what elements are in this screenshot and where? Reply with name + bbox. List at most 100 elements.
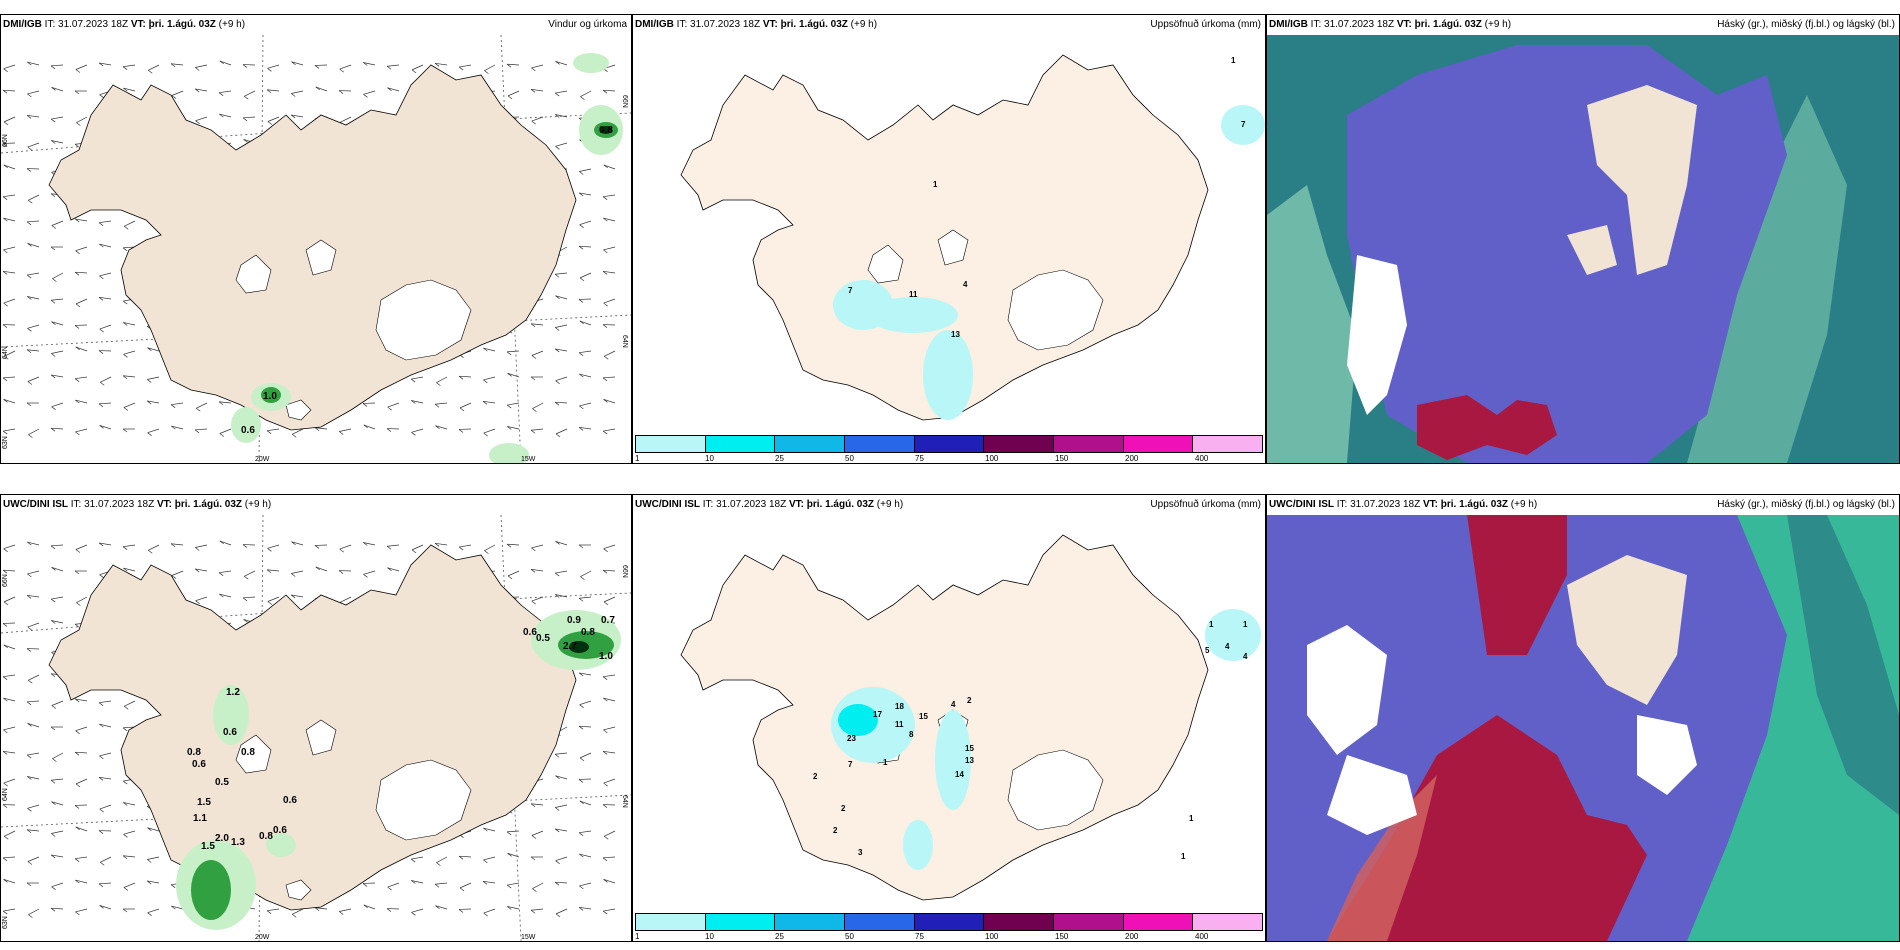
wind-barb — [436, 376, 448, 383]
wind-barb-flag — [2, 910, 8, 915]
wind-barb — [148, 544, 160, 551]
wind-barb — [27, 272, 40, 276]
wind-barb-flag — [147, 379, 152, 383]
wind-barb — [147, 880, 160, 884]
precip-label: 0.6 — [273, 825, 287, 836]
precip-label: 0.9 — [567, 615, 581, 626]
lat-label: 63N — [2, 436, 9, 449]
wind-barb-flag — [555, 380, 560, 384]
lon-label: 15W — [521, 456, 536, 463]
wind-barb-flag — [99, 723, 104, 728]
wind-barb-flag — [2, 271, 8, 275]
precip-label: 0.8 — [241, 747, 255, 758]
wind-barb — [3, 89, 16, 92]
colorbar-swatch — [845, 436, 915, 452]
wind-barb-flag — [507, 95, 513, 100]
wind-barb-flag — [579, 224, 584, 228]
wind-barb-flag — [603, 302, 608, 307]
init-time: IT: 31.07.2023 18Z — [1310, 19, 1395, 30]
colorbar-tick: 10 — [705, 454, 714, 463]
wind-barb — [531, 428, 544, 431]
wind-barb — [3, 856, 16, 859]
wind-barb — [75, 879, 88, 884]
wind-barb — [579, 426, 592, 430]
wind-barb-flag — [507, 853, 512, 857]
wind-barb-flag — [51, 567, 56, 571]
precip-label: 23 — [847, 734, 856, 743]
wind-barb — [99, 296, 112, 300]
wind-barb-flag — [26, 754, 32, 759]
precip-label: 1.5 — [197, 797, 211, 808]
precip-areas — [831, 609, 1261, 870]
wind-barb — [4, 830, 16, 837]
wind-barb — [411, 880, 424, 884]
wind-barb-flag — [122, 546, 128, 550]
wind-barb-flag — [75, 730, 80, 734]
wind-barb-flag — [554, 881, 560, 886]
wind-barb-flag — [483, 347, 488, 352]
wind-barb-flag — [100, 861, 105, 866]
wind-barb-flag — [219, 540, 224, 545]
wind-barb-flag — [554, 401, 560, 406]
wind-barb-flag — [602, 569, 608, 574]
wind-barb-flag — [219, 60, 224, 65]
wind-barb — [339, 428, 352, 432]
wind-barb-flag — [386, 65, 392, 70]
wind-barb — [603, 164, 616, 170]
lat-label: 64N — [2, 346, 9, 359]
precip-areas — [231, 53, 623, 463]
wind-barb — [123, 802, 136, 806]
panel-header: UWC/DINI ISL IT: 31.07.2023 18Z VT: þri.… — [1, 495, 631, 515]
wind-barb-flag — [483, 379, 488, 384]
wind-barb — [219, 401, 232, 404]
wind-barb-flag — [266, 89, 272, 94]
wind-barb — [51, 298, 64, 301]
wind-barb — [483, 376, 496, 381]
wind-barb — [579, 402, 592, 407]
wind-barb-flag — [531, 835, 537, 839]
colorbar-tick: 200 — [1125, 454, 1139, 463]
wind-barb-flag — [27, 328, 32, 332]
wind-barb-flag — [458, 855, 464, 860]
wind-barb-flag — [2, 751, 8, 755]
precip-label: 2 — [813, 772, 818, 781]
wind-barb-flag — [147, 912, 152, 916]
wind-barb — [579, 245, 592, 248]
glaciers — [235, 239, 472, 421]
precip-label: 2 — [841, 804, 846, 813]
wind-barb-flag — [122, 428, 128, 433]
precip-label: 1.0 — [263, 391, 277, 402]
forecast-offset: (+9 h) — [850, 19, 878, 30]
wind-barb-flag — [2, 676, 8, 680]
wind-barb — [243, 596, 256, 599]
wind-barb — [3, 298, 16, 304]
wind-barb — [76, 116, 88, 123]
wind-barb-flag — [3, 68, 8, 72]
wind-barb-flag — [27, 861, 33, 865]
wind-barb — [531, 596, 544, 602]
wind-barb — [99, 62, 112, 66]
wind-barb — [459, 64, 472, 68]
wind-barb-flag — [195, 600, 200, 604]
wind-barb — [459, 544, 472, 548]
wind-barb-flag — [98, 883, 104, 888]
wind-barb-flag — [26, 274, 32, 279]
wind-barb — [531, 323, 544, 326]
wind-barb-flag — [3, 164, 8, 169]
precip-label: 11 — [909, 290, 918, 299]
wind-barb — [411, 428, 424, 433]
wind-barb-flag — [52, 278, 57, 282]
wind-barb — [507, 570, 520, 577]
precip-label: 0.6 — [223, 727, 237, 738]
wind-barb — [195, 596, 208, 602]
wind-barb — [363, 424, 376, 430]
wind-barb — [483, 400, 496, 404]
wind-barb-flag — [387, 406, 392, 411]
wind-barb — [75, 856, 88, 860]
wind-barb — [100, 856, 112, 863]
wind-barb — [123, 64, 136, 68]
wind-barb-flag — [2, 89, 8, 94]
forecast-offset: (+9 h) — [1484, 19, 1512, 30]
wind-barb — [555, 114, 568, 118]
wind-barb — [579, 192, 592, 196]
